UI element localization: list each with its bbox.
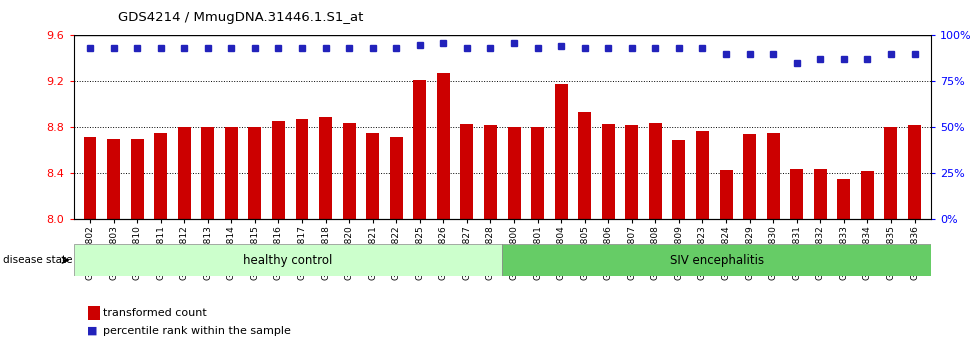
Bar [224, 127, 238, 219]
Bar [743, 134, 757, 219]
Text: SIV encephalitis: SIV encephalitis [669, 254, 763, 267]
Bar [367, 133, 379, 219]
Bar [343, 123, 356, 219]
Bar [272, 121, 285, 219]
Bar [74, 244, 502, 276]
Bar [531, 127, 544, 219]
Bar [83, 137, 96, 219]
Text: ■: ■ [87, 326, 97, 336]
Bar [766, 133, 780, 219]
Bar [672, 140, 685, 219]
Bar [319, 117, 332, 219]
Bar [502, 244, 931, 276]
Bar [649, 123, 662, 219]
Bar [602, 124, 614, 219]
Bar [461, 124, 473, 219]
Bar [248, 127, 262, 219]
Bar [837, 179, 851, 219]
Text: percentile rank within the sample: percentile rank within the sample [103, 326, 291, 336]
Bar [437, 73, 450, 219]
Bar [813, 169, 827, 219]
Bar [107, 139, 120, 219]
Text: disease state: disease state [3, 255, 73, 265]
Text: transformed count: transformed count [103, 308, 207, 318]
Bar [177, 127, 191, 219]
Bar [885, 127, 898, 219]
Bar [625, 125, 638, 219]
Bar [860, 171, 874, 219]
Bar [414, 80, 426, 219]
Bar [130, 139, 144, 219]
Bar [201, 127, 215, 219]
Bar [719, 170, 732, 219]
Bar [508, 127, 520, 219]
Bar [790, 169, 804, 219]
Text: GDS4214 / MmugDNA.31446.1.S1_at: GDS4214 / MmugDNA.31446.1.S1_at [118, 11, 363, 24]
Bar [390, 137, 403, 219]
Bar [484, 125, 497, 219]
Bar [555, 84, 567, 219]
Text: healthy control: healthy control [243, 254, 332, 267]
Bar [296, 119, 309, 219]
Bar [908, 125, 921, 219]
Bar [696, 131, 709, 219]
Bar [154, 133, 168, 219]
Bar [578, 113, 591, 219]
